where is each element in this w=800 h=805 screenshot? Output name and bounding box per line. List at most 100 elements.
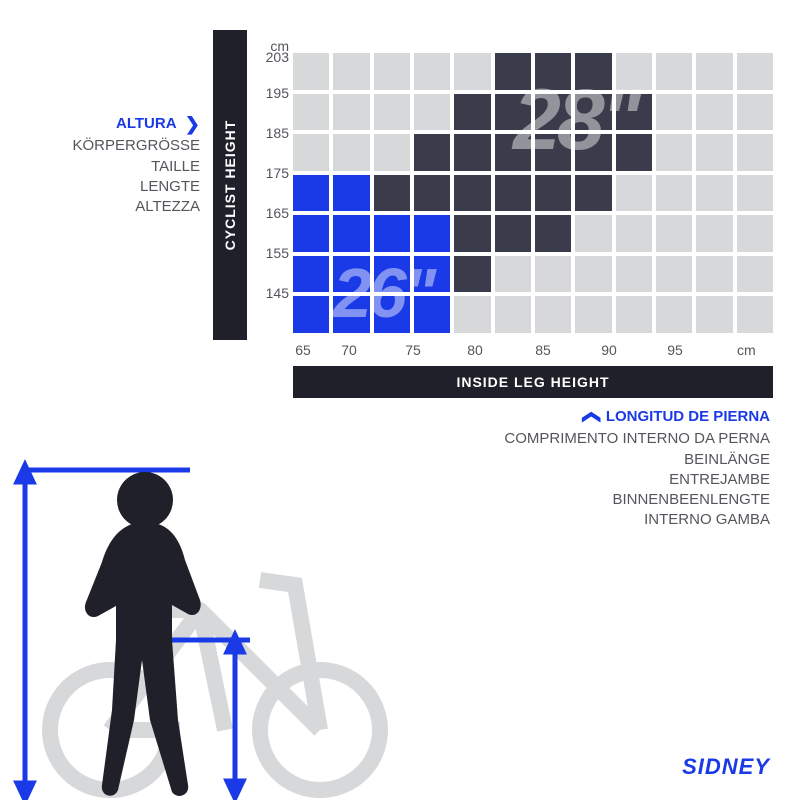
grid-cell xyxy=(616,175,652,212)
x-tick: 65 xyxy=(295,342,311,358)
y-tick: 155 xyxy=(253,245,289,261)
grid-cell xyxy=(293,296,329,333)
grid-cell xyxy=(414,175,450,212)
chart-grid xyxy=(293,53,773,333)
grid-cell xyxy=(495,296,531,333)
grid-cell xyxy=(293,94,329,131)
grid-cell xyxy=(616,296,652,333)
grid-cell xyxy=(575,53,611,90)
grid-cell xyxy=(495,175,531,212)
grid-cell xyxy=(575,296,611,333)
grid-cell xyxy=(333,296,369,333)
y-axis-title: CYCLIST HEIGHT xyxy=(222,120,238,251)
grid-cell xyxy=(616,134,652,171)
leg-label-main: LONGITUD DE PIERNA xyxy=(606,408,770,425)
x-tick: 80 xyxy=(467,342,483,358)
grid-cell xyxy=(737,94,773,131)
x-tick: 90 xyxy=(601,342,617,358)
grid-cell xyxy=(454,175,490,212)
grid-cell xyxy=(696,53,732,90)
grid-cell xyxy=(696,134,732,171)
x-tick: 70 xyxy=(341,342,357,358)
leg-translations: ❮LONGITUD DE PIERNA COMPRIMENTO INTERNO … xyxy=(504,405,770,531)
grid-cell xyxy=(495,134,531,171)
grid-cell xyxy=(495,215,531,252)
leg-label-line: BINNENBEENLENGTE xyxy=(504,490,770,510)
grid-cell xyxy=(293,256,329,293)
grid-cell xyxy=(535,175,571,212)
grid-cell xyxy=(333,175,369,212)
grid-cell xyxy=(454,53,490,90)
grid-cell xyxy=(656,215,692,252)
height-translations: ALTURA ❯ KÖRPERGRÖSSE TAILLE LENGTE ALTE… xyxy=(0,112,200,217)
y-axis-bar: CYCLIST HEIGHT xyxy=(213,30,247,340)
brand-label: SIDNEY xyxy=(682,754,770,780)
y-tick: 145 xyxy=(253,285,289,301)
grid-cell xyxy=(656,296,692,333)
grid-cell xyxy=(454,256,490,293)
grid-cell xyxy=(696,256,732,293)
grid-cell xyxy=(696,296,732,333)
grid-cell xyxy=(656,53,692,90)
grid-cell xyxy=(737,134,773,171)
grid-cell xyxy=(374,215,410,252)
grid-cell xyxy=(535,215,571,252)
grid-cell xyxy=(656,175,692,212)
grid-cell xyxy=(414,134,450,171)
grid-cell xyxy=(414,296,450,333)
grid-cell xyxy=(616,215,652,252)
grid-cell xyxy=(333,53,369,90)
grid-cell xyxy=(454,296,490,333)
grid-cell xyxy=(495,94,531,131)
leg-label-line: ENTREJAMBE xyxy=(504,470,770,490)
y-tick: 195 xyxy=(253,85,289,101)
grid-cell xyxy=(575,134,611,171)
grid-cell xyxy=(293,175,329,212)
grid-cell xyxy=(696,175,732,212)
grid-cell xyxy=(737,53,773,90)
grid-cell xyxy=(374,296,410,333)
grid-cell xyxy=(656,256,692,293)
leg-label-line: COMPRIMENTO INTERNO DA PERNA xyxy=(504,429,770,449)
grid-cell xyxy=(575,256,611,293)
grid-cell xyxy=(737,256,773,293)
grid-cell xyxy=(374,256,410,293)
grid-cell xyxy=(293,215,329,252)
grid-cell xyxy=(454,94,490,131)
grid-cell xyxy=(333,215,369,252)
height-label-line: LENGTE xyxy=(0,177,200,197)
grid-cell xyxy=(495,53,531,90)
x-axis-title: INSIDE LEG HEIGHT xyxy=(456,374,609,390)
grid-cell xyxy=(293,134,329,171)
grid-cell xyxy=(414,53,450,90)
grid-cell xyxy=(616,256,652,293)
grid-cell xyxy=(414,256,450,293)
grid-cell xyxy=(374,134,410,171)
leg-label-line: INTERNO GAMBA xyxy=(504,510,770,530)
grid-cell xyxy=(293,53,329,90)
grid-cell xyxy=(575,175,611,212)
grid-cell xyxy=(575,215,611,252)
grid-cell xyxy=(656,94,692,131)
grid-cell xyxy=(374,175,410,212)
y-tick: 175 xyxy=(253,165,289,181)
leg-label-line: BEINLÄNGE xyxy=(504,450,770,470)
grid-cell xyxy=(696,94,732,131)
grid-cell xyxy=(374,94,410,131)
height-label-line: TAILLE xyxy=(0,157,200,177)
height-label-line: ALTEZZA xyxy=(0,197,200,217)
x-axis-bar: INSIDE LEG HEIGHT xyxy=(293,366,773,398)
height-label-line: KÖRPERGRÖSSE xyxy=(0,136,200,156)
grid-cell xyxy=(495,256,531,293)
grid-cell xyxy=(414,215,450,252)
grid-cell xyxy=(535,94,571,131)
x-tick: 85 xyxy=(535,342,551,358)
y-tick: 203 xyxy=(253,49,289,65)
arrow-right-icon: ❯ xyxy=(185,112,200,136)
grid-cell xyxy=(333,256,369,293)
grid-cell xyxy=(575,94,611,131)
grid-cell xyxy=(616,53,652,90)
x-tick: 95 xyxy=(667,342,683,358)
grid-cell xyxy=(737,215,773,252)
grid-cell xyxy=(535,134,571,171)
